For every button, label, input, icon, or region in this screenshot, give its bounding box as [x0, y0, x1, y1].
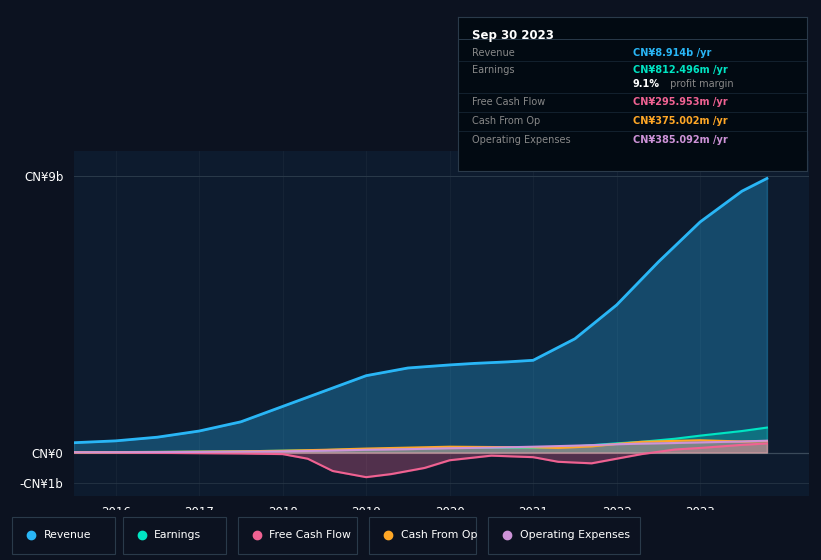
- Text: Earnings: Earnings: [154, 530, 201, 540]
- Text: Operating Expenses: Operating Expenses: [472, 135, 571, 145]
- Text: CN¥8.914b /yr: CN¥8.914b /yr: [633, 48, 711, 58]
- Text: Free Cash Flow: Free Cash Flow: [472, 97, 545, 108]
- Text: Operating Expenses: Operating Expenses: [520, 530, 630, 540]
- Text: Cash From Op: Cash From Op: [472, 116, 540, 126]
- Text: Sep 30 2023: Sep 30 2023: [472, 29, 554, 42]
- Text: CN¥385.092m /yr: CN¥385.092m /yr: [633, 135, 727, 145]
- Text: 9.1%: 9.1%: [633, 79, 659, 89]
- Text: CN¥295.953m /yr: CN¥295.953m /yr: [633, 97, 727, 108]
- Text: CN¥812.496m /yr: CN¥812.496m /yr: [633, 65, 727, 75]
- Text: Free Cash Flow: Free Cash Flow: [269, 530, 351, 540]
- Text: Revenue: Revenue: [472, 48, 515, 58]
- Text: profit margin: profit margin: [667, 79, 734, 89]
- Text: CN¥375.002m /yr: CN¥375.002m /yr: [633, 116, 727, 126]
- Text: Revenue: Revenue: [44, 530, 91, 540]
- Text: Earnings: Earnings: [472, 65, 515, 75]
- Text: Cash From Op: Cash From Op: [401, 530, 477, 540]
